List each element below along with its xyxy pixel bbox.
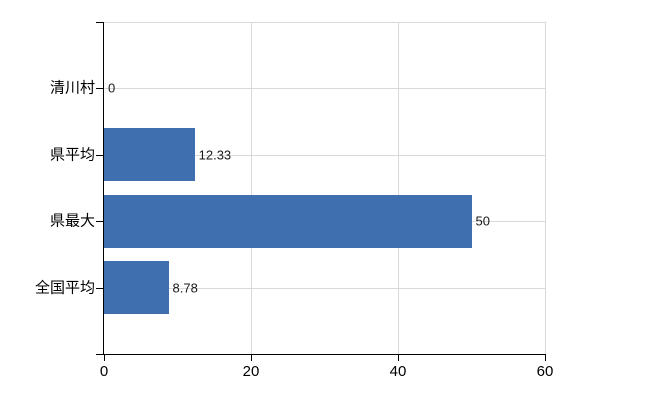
y-axis [103,22,104,355]
horizontal-gridline [104,154,545,156]
bar [104,261,169,315]
y-axis-tick [96,154,103,156]
y-axis-tick [96,287,103,289]
bar-value-label: 12.33 [198,147,232,163]
y-axis-tick [96,22,103,23]
x-tick-label: 0 [99,363,109,380]
x-tick-label: 60 [536,363,554,380]
bar-value-label: 8.78 [172,280,198,296]
x-axis-tick [545,354,546,361]
vertical-gridline [545,22,546,354]
horizontal-gridline [104,88,545,90]
horizontal-gridline [104,22,545,23]
category-label: 県平均 [49,146,95,164]
x-tick-label: 40 [389,363,407,380]
y-axis-tick [96,221,103,223]
category-label: 県最大 [49,212,95,230]
category-label: 全国平均 [34,279,95,297]
x-axis-tick [398,354,399,361]
horizontal-gridline [104,287,545,289]
bar-value-label: 0 [108,80,116,96]
bar-value-label: 50 [475,213,490,229]
x-axis [103,354,546,355]
x-tick-label: 20 [242,363,260,380]
vertical-gridline [251,22,252,354]
bar [104,194,472,248]
category-label: 清川村 [49,79,95,97]
y-axis-tick [96,88,103,90]
bar [104,128,195,182]
y-axis-tick [96,354,103,355]
vertical-gridline [398,22,399,354]
x-axis-tick [104,354,105,361]
x-axis-tick [251,354,252,361]
